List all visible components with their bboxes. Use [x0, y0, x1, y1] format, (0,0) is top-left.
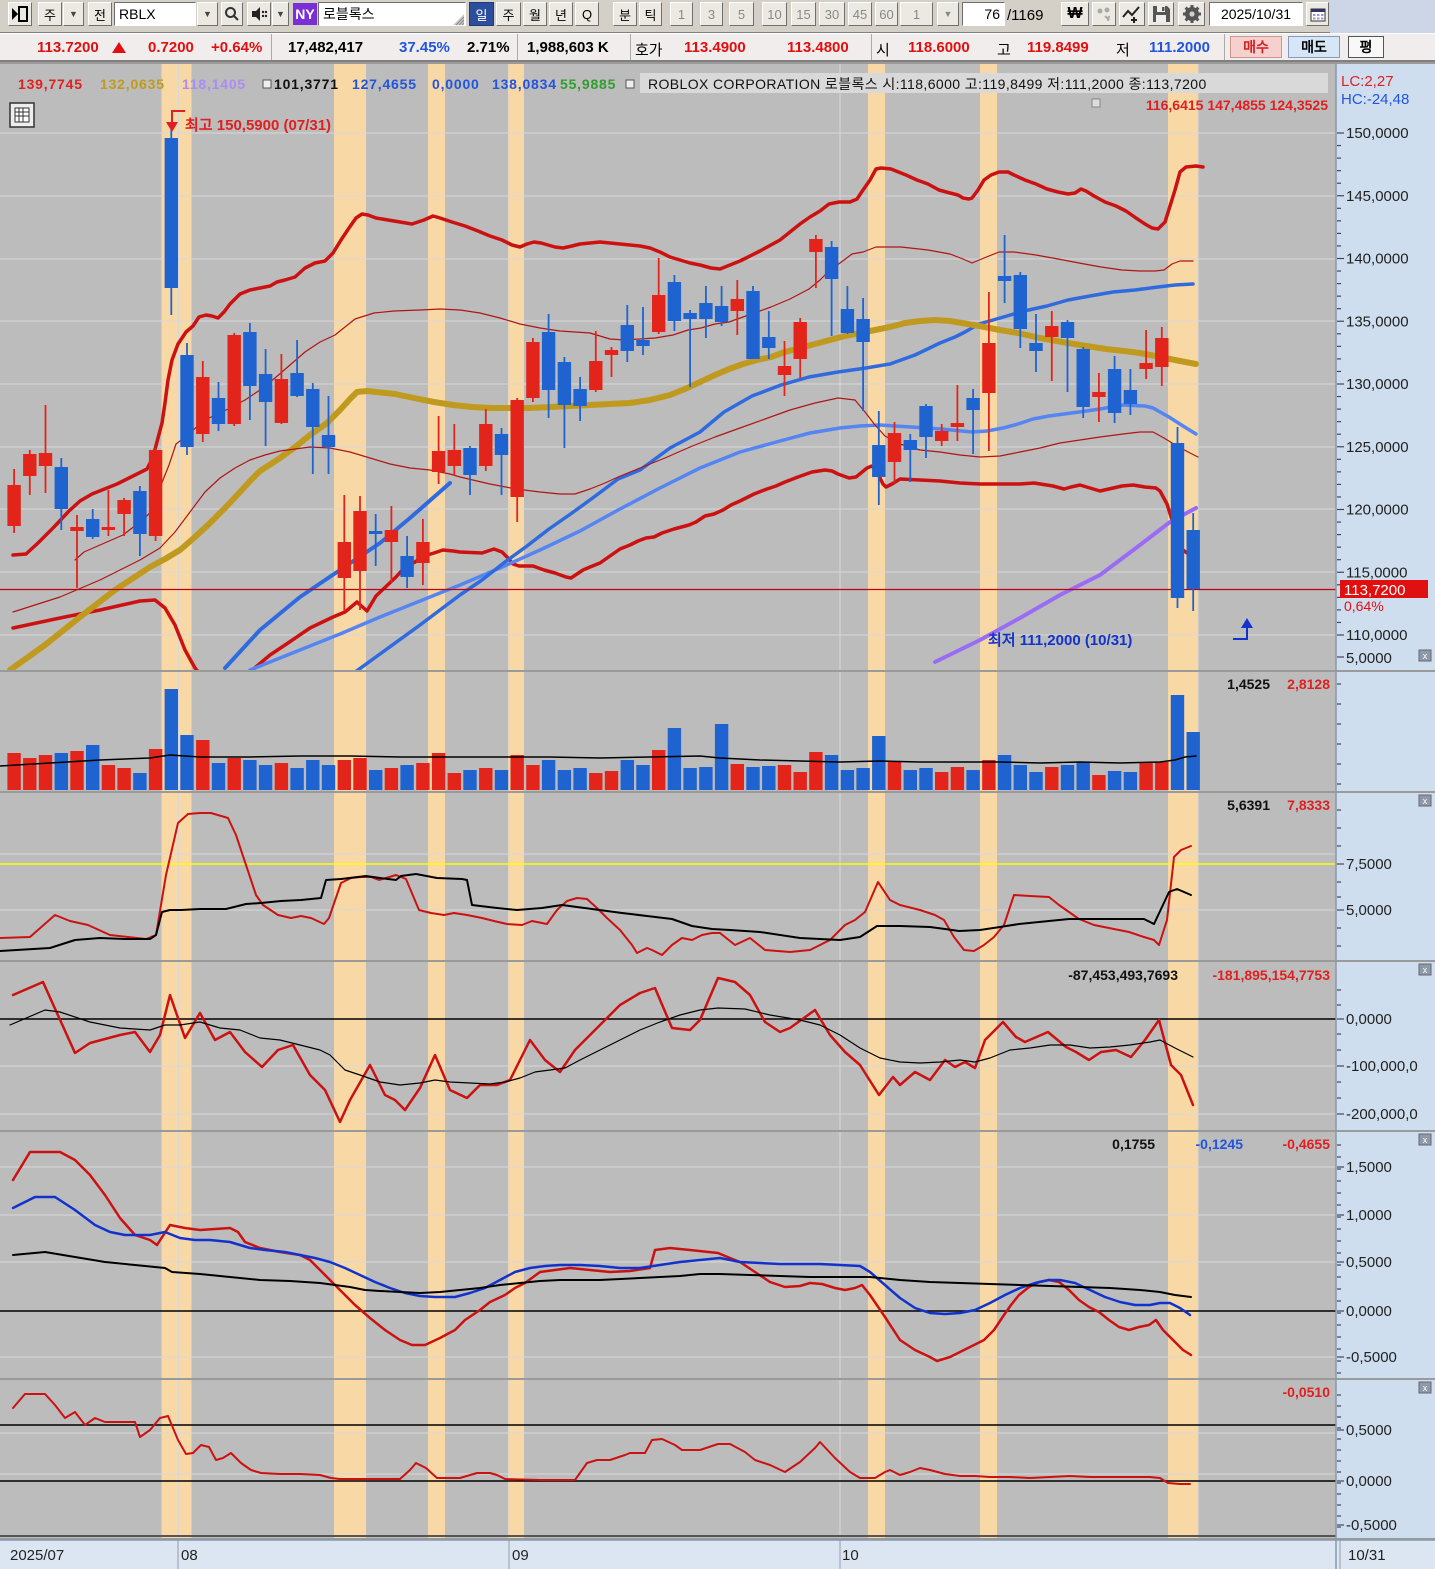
svg-text:116,6415 147,4855 124,3525: 116,6415 147,4855 124,3525: [1146, 97, 1328, 113]
svg-text:145,0000: 145,0000: [1346, 188, 1409, 205]
svg-text:최고 150,5900 (07/31): 최고 150,5900 (07/31): [185, 116, 331, 134]
svg-text:08: 08: [181, 1547, 198, 1564]
svg-text:110,0000: 110,0000: [1346, 627, 1407, 644]
svg-text:-0,0510: -0,0510: [1283, 1384, 1331, 1400]
svg-text:138,0834: 138,0834: [492, 76, 557, 92]
svg-text:HC:-24,48: HC:-24,48: [1341, 91, 1409, 108]
svg-text:0,0000: 0,0000: [1346, 1473, 1392, 1490]
svg-text:127,4655: 127,4655: [352, 76, 417, 92]
svg-text:최저 111,2000 (10/31): 최저 111,2000 (10/31): [988, 631, 1132, 649]
svg-text:-87,453,493,7693: -87,453,493,7693: [1068, 967, 1178, 983]
svg-text:2,8128: 2,8128: [1287, 676, 1330, 692]
svg-text:2025/07: 2025/07: [10, 1547, 64, 1564]
svg-text:x: x: [1423, 1135, 1428, 1145]
svg-text:55,9885: 55,9885: [560, 76, 616, 92]
svg-text:0,1755: 0,1755: [1112, 1136, 1155, 1152]
svg-text:10/31: 10/31: [1348, 1547, 1386, 1564]
svg-text:0,0000: 0,0000: [432, 76, 480, 92]
svg-text:-100,000,0: -100,000,0: [1346, 1058, 1418, 1075]
svg-text:-0,1245: -0,1245: [1196, 1136, 1244, 1152]
svg-text:113,7200: 113,7200: [1344, 582, 1405, 599]
svg-text:ROBLOX CORPORATION 로블록스 시:118: ROBLOX CORPORATION 로블록스 시:118,6000 고:119…: [648, 76, 1207, 92]
svg-text:125,0000: 125,0000: [1346, 439, 1409, 456]
svg-text:09: 09: [512, 1547, 529, 1564]
svg-text:135,0000: 135,0000: [1346, 313, 1409, 330]
svg-text:115,0000: 115,0000: [1346, 564, 1407, 581]
svg-text:5,0000: 5,0000: [1346, 902, 1392, 919]
svg-text:120,0000: 120,0000: [1346, 502, 1409, 519]
svg-text:7,5000: 7,5000: [1346, 856, 1392, 873]
svg-text:130,0000: 130,0000: [1346, 376, 1409, 393]
svg-text:-0,4655: -0,4655: [1283, 1136, 1331, 1152]
svg-text:118,1405: 118,1405: [182, 76, 246, 92]
svg-text:x: x: [1423, 651, 1428, 661]
svg-text:1,0000: 1,0000: [1346, 1207, 1392, 1224]
svg-text:0,5000: 0,5000: [1346, 1422, 1392, 1439]
svg-text:7,8333: 7,8333: [1287, 797, 1330, 813]
svg-text:0,64%: 0,64%: [1344, 598, 1384, 614]
svg-text:0,5000: 0,5000: [1346, 1254, 1392, 1271]
svg-text:10: 10: [842, 1547, 859, 1564]
svg-text:0,0000: 0,0000: [1346, 1011, 1392, 1028]
svg-text:5,6391: 5,6391: [1227, 797, 1270, 813]
svg-text:-181,895,154,7753: -181,895,154,7753: [1212, 967, 1330, 983]
svg-text:-0,5000: -0,5000: [1346, 1517, 1397, 1534]
svg-text:-200,000,0: -200,000,0: [1346, 1106, 1418, 1123]
svg-text:150,0000: 150,0000: [1346, 125, 1409, 142]
svg-text:LC:2,27: LC:2,27: [1341, 73, 1394, 90]
svg-text:x: x: [1423, 1383, 1428, 1393]
svg-text:132,0635: 132,0635: [100, 76, 165, 92]
svg-text:139,7745: 139,7745: [18, 76, 83, 92]
svg-text:5,0000: 5,0000: [1346, 650, 1392, 667]
svg-text:0,0000: 0,0000: [1346, 1303, 1392, 1320]
svg-text:1,5000: 1,5000: [1346, 1159, 1392, 1176]
svg-text:140,0000: 140,0000: [1346, 251, 1409, 268]
svg-text:101,3771: 101,3771: [274, 76, 339, 92]
svg-text:-0,5000: -0,5000: [1346, 1349, 1397, 1366]
svg-text:x: x: [1423, 965, 1428, 975]
svg-text:1,4525: 1,4525: [1227, 676, 1270, 692]
svg-text:x: x: [1423, 796, 1428, 806]
